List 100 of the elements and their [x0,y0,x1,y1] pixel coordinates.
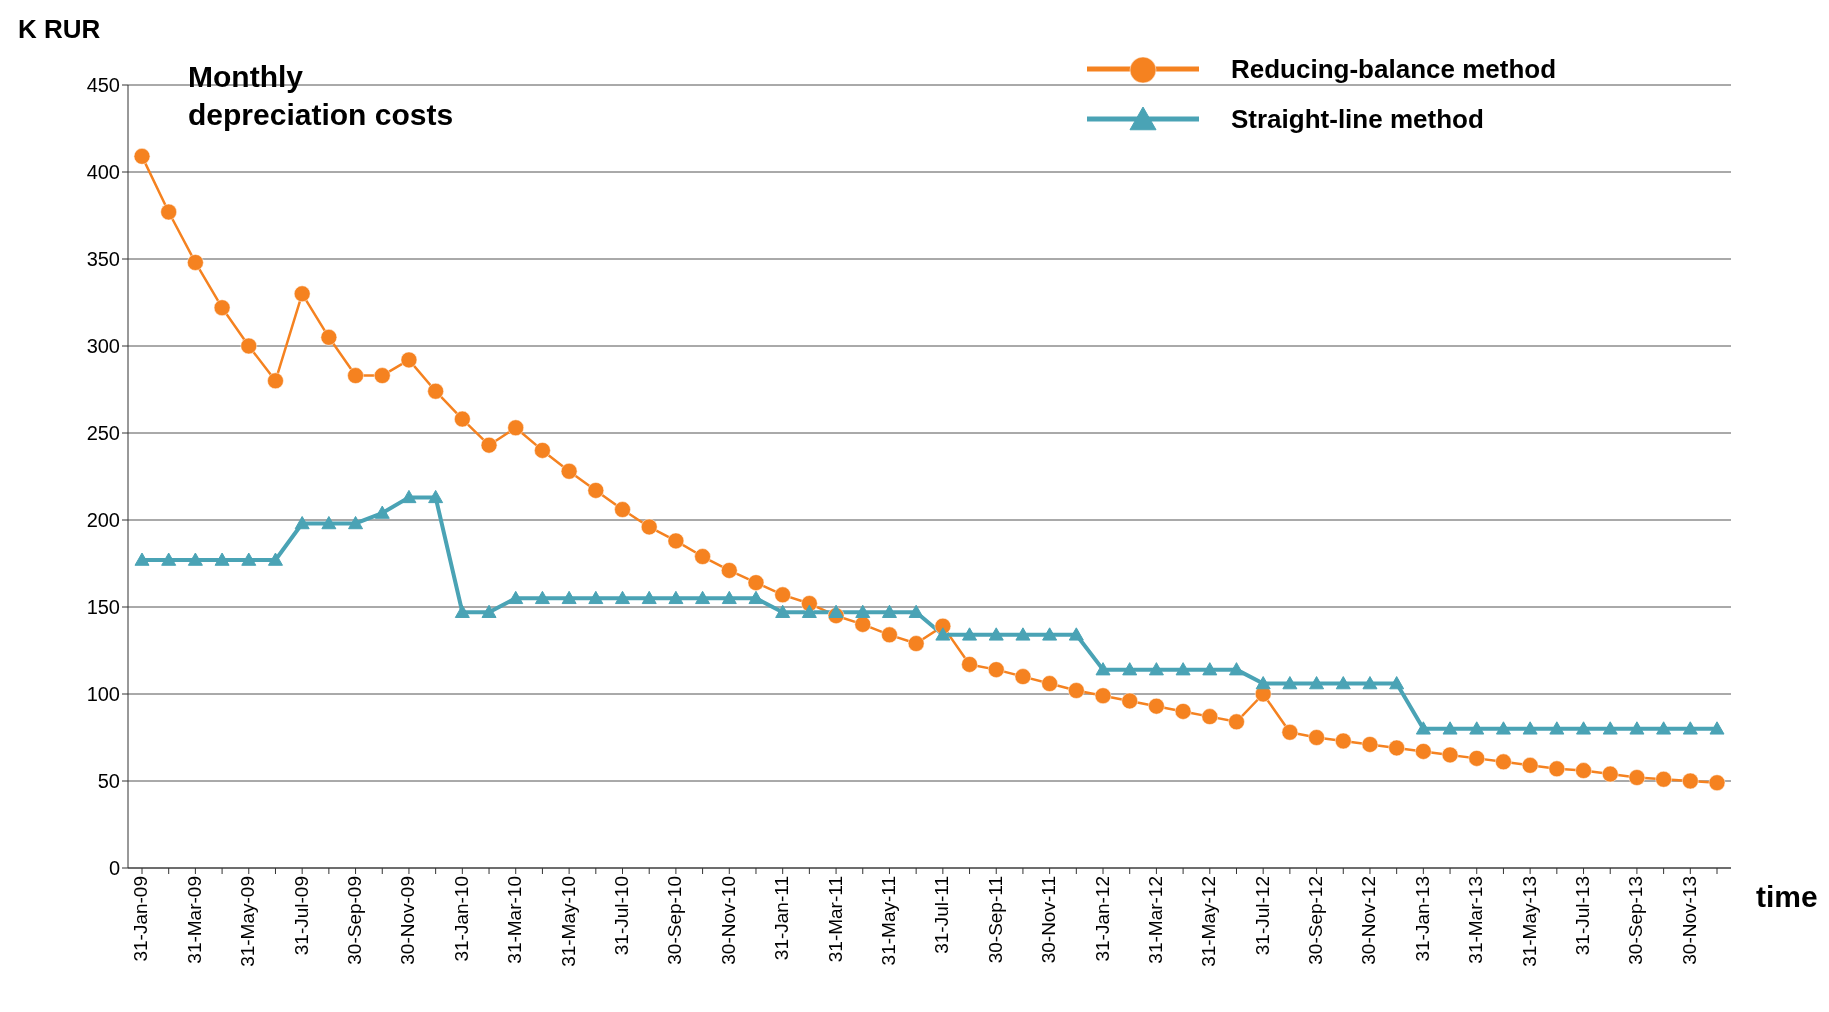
x-tick-label: 31-Jul-10 [611,876,632,956]
point [267,552,283,566]
point [1629,721,1645,735]
point [1335,676,1351,690]
x-tick-label: 31-May-13 [1518,876,1540,967]
point [1709,721,1725,735]
point [133,148,151,165]
x-tick-label: 31-Mar-10 [504,876,526,964]
point [428,489,444,504]
y-tick-label: 150 [86,596,120,619]
legend-label: Straight-line method [1231,103,1484,135]
point [1682,772,1699,790]
point [400,351,418,369]
point [1388,739,1405,757]
point [1415,743,1432,760]
point [588,590,604,605]
point [775,604,791,618]
point [1068,627,1084,641]
point [1441,746,1459,764]
point [1228,713,1245,731]
point [294,515,310,530]
point [427,382,444,400]
y-tick-label: 100 [86,683,120,706]
point [320,329,338,346]
point [1148,662,1164,676]
point [640,518,658,536]
point [1656,721,1672,735]
x-tick-label: 30-Nov-12 [1358,876,1380,965]
point [1335,732,1352,750]
point [1575,762,1592,779]
point [1228,662,1244,676]
x-tick-label: 31-Jan-13 [1411,876,1433,962]
point [1094,687,1112,704]
point [1495,721,1511,735]
point [1522,721,1538,735]
point [480,436,498,454]
point [721,590,737,605]
point [213,299,231,316]
point [1122,662,1138,676]
point [881,604,897,618]
x-tick-label: 31-Mar-11 [824,876,846,963]
point [560,463,578,480]
x-tick-label: 31-May-10 [557,876,579,967]
x-tick-label: 31-Jul-12 [1251,876,1273,956]
point [134,552,150,566]
y-axis-title: K RUR [18,14,101,45]
y-tick-label: 200 [86,509,120,532]
x-tick-label: 30-Nov-09 [397,876,419,965]
point [667,532,685,550]
point [374,505,390,519]
point [374,367,391,384]
y-tick-label: 450 [86,74,120,97]
point [614,501,631,518]
point [1148,697,1165,715]
x-tick-label: 30-Nov-10 [717,876,739,965]
point [1468,750,1485,767]
point [668,590,684,605]
point [721,562,738,579]
y-tick-label: 250 [86,422,120,445]
x-tick-label: 31-Jul-11 [931,876,953,954]
point [348,515,364,530]
point [1361,736,1379,753]
chart-title: Monthly depreciation costs [188,59,454,133]
point [748,590,764,605]
y-tick-label: 50 [97,770,120,793]
point [534,442,551,459]
x-tick-label: 31-Jan-11 [771,876,793,961]
point [907,635,925,652]
x-tick-label: 31-Mar-13 [1465,876,1487,964]
point [987,661,1005,678]
point [1601,765,1619,783]
point [507,419,524,437]
point [1281,724,1299,741]
point [1014,668,1032,685]
point [1389,676,1405,690]
point [187,552,203,566]
point [615,590,631,605]
point [1495,753,1512,771]
point [1015,627,1031,641]
x-tick-label: 31-Jul-13 [1572,876,1594,956]
point [801,604,817,618]
point [747,574,765,591]
y-tick-label: 400 [86,161,120,184]
y-tick-label: 350 [86,248,120,271]
point [1042,627,1058,641]
point [1549,721,1565,735]
x-tick-label: 31-May-11 [877,876,899,966]
point [774,586,791,604]
point [1576,721,1592,735]
point [1174,703,1192,720]
point [347,367,364,384]
point [321,515,337,530]
point [828,604,844,618]
point [1708,774,1726,791]
point [1469,721,1485,735]
y-tick-label: 0 [108,857,120,880]
point [855,604,871,618]
point [1442,721,1458,735]
x-tick-label: 30-Sep-10 [664,876,686,965]
point [241,552,257,566]
